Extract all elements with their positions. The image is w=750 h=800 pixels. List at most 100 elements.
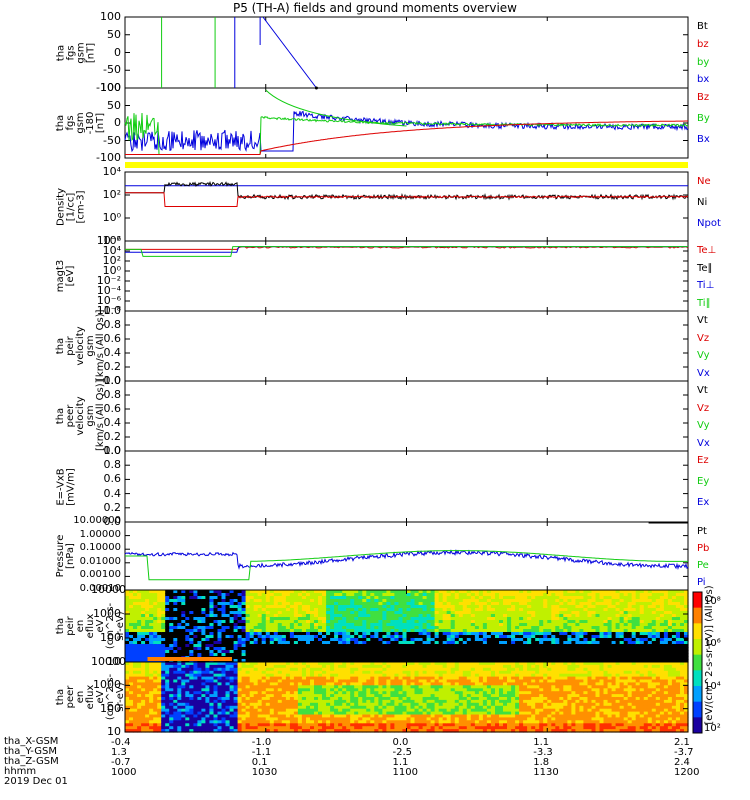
spectrogram-cell [330, 629, 335, 633]
spectrogram-cell [398, 623, 404, 627]
spectrogram-cell [145, 620, 150, 624]
spectrogram-cell [217, 679, 223, 683]
spectrogram-cell [181, 699, 186, 704]
spectrogram-cell [153, 673, 158, 678]
spectrogram-cell [378, 593, 383, 597]
spectrogram-cell [354, 729, 359, 733]
spectrogram-cell [149, 702, 154, 707]
spectrogram-cell [177, 593, 182, 597]
spectrogram-cell [366, 711, 371, 716]
spectrogram-cell [273, 590, 279, 594]
spectrogram-cell [667, 590, 673, 594]
spectrogram-cell [450, 647, 456, 651]
spectrogram-cell [446, 626, 452, 630]
spectrogram-cell [301, 688, 307, 692]
spectrogram-cell [249, 647, 255, 651]
spectrogram-cell [563, 635, 568, 639]
spectrogram-cell [462, 626, 468, 630]
spectrogram-cell [490, 641, 496, 645]
spectrogram-cell [378, 638, 383, 642]
spectrogram-cell [466, 620, 472, 624]
spectrogram-cell [410, 644, 416, 648]
spectrogram-cell [249, 670, 255, 675]
spectrogram-cell [366, 641, 371, 645]
spectrogram-cell [378, 602, 383, 606]
spectrogram-cell [157, 673, 162, 678]
spectrogram-cell [478, 620, 484, 624]
spectrogram-cell [362, 638, 367, 642]
spectrogram-cell [442, 650, 448, 654]
spectrogram-cell [531, 623, 536, 627]
spectrogram-cell [595, 593, 601, 597]
spectrogram-cell [301, 726, 307, 730]
spectrogram-cell [458, 650, 464, 654]
spectrogram-cell [253, 596, 259, 600]
spectrogram-cell [370, 662, 375, 666]
spectrogram-cell [205, 685, 210, 689]
spectrogram-cell [261, 694, 267, 698]
spectrogram-cell [667, 632, 673, 636]
spectrogram-cell [382, 667, 387, 672]
spectrogram-cell [523, 590, 528, 594]
spectrogram-cell [245, 644, 251, 648]
spectrogram-cell [125, 705, 130, 710]
spectrogram-cell [193, 676, 198, 681]
spectrogram-cell [197, 717, 202, 721]
spectrogram-cell [438, 617, 444, 621]
spectrogram-cell [394, 647, 399, 651]
spectrogram-cell [213, 667, 219, 672]
spectrogram-cell [205, 699, 210, 704]
spectrogram-cell [482, 602, 488, 606]
spectrogram-cell [310, 717, 315, 721]
spectrogram-cell [201, 708, 206, 713]
spectrogram-cell [201, 599, 206, 603]
spectrogram-cell [410, 593, 416, 597]
spectrogram-cell [495, 602, 500, 606]
spectrogram-cell [221, 617, 227, 621]
spectrogram-cell [374, 662, 379, 666]
spectrogram-cell [643, 611, 649, 615]
spectrogram-cell [185, 667, 190, 672]
spectrogram-cell [153, 635, 158, 639]
spectrogram-cell [684, 641, 689, 645]
spectrogram-cell [169, 614, 174, 618]
spectrogram-cell [197, 611, 202, 615]
spectrogram-cell [237, 662, 243, 666]
spectrogram-cell [386, 702, 391, 707]
spectrogram-cell [358, 593, 363, 597]
spectrogram-cell [402, 623, 408, 627]
spectrogram-cell [382, 590, 387, 594]
spectrogram-cell [253, 656, 259, 660]
spectrogram-cell [326, 705, 331, 710]
spectrogram-cell [587, 653, 593, 657]
spectrogram-cell [623, 620, 629, 624]
spectrogram-cell [145, 614, 150, 618]
spectrogram-cell [382, 656, 387, 660]
spectrogram-cell [338, 676, 343, 681]
spectrogram-cell [213, 596, 219, 600]
spectrogram-cell [233, 685, 239, 689]
spectrogram-cell [430, 596, 436, 600]
spectrogram-cell [370, 632, 375, 636]
spectrogram-cell [285, 641, 291, 645]
spectrogram-cell [507, 638, 512, 642]
spectrogram-cell [442, 623, 448, 627]
spectrogram-cell [310, 614, 315, 618]
spectrogram-cell [342, 723, 347, 727]
spectrogram-cell [213, 726, 219, 730]
spectrogram-cell [129, 608, 134, 612]
spectrogram-cell [462, 656, 468, 660]
spectrogram-cell [362, 617, 367, 621]
spectrogram-cell [579, 656, 584, 660]
spectrogram-cell [318, 662, 323, 666]
spectrogram-cell [225, 635, 231, 639]
spectrogram-cell [579, 599, 584, 603]
spectrogram-cell [229, 726, 235, 730]
spectrogram-cell [209, 688, 214, 692]
spectrogram-cell [269, 705, 275, 710]
spectrogram-cell [318, 676, 323, 681]
spectrogram-cell [153, 599, 158, 603]
spectrogram-cell [322, 593, 327, 597]
spectrogram-cell [354, 694, 359, 698]
spectrogram-cell [583, 593, 588, 597]
